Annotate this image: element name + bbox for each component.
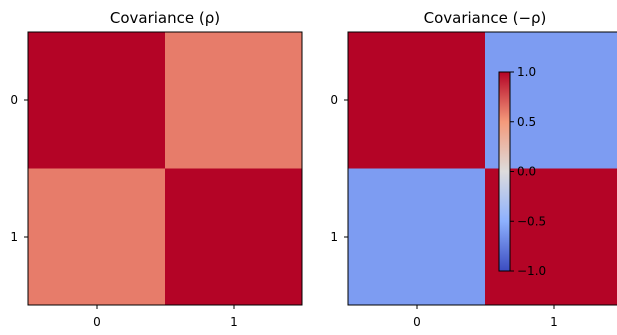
heatmap-cell-1-1-0 [28, 168, 166, 306]
heatmap-panel-2: Covariance (−ρ) 0 1 0 1 [330, 9, 617, 329]
x-tick-label-1-0: 0 [93, 315, 101, 329]
heatmap-cells-2 [348, 32, 617, 306]
plot-frame-1 [27, 31, 303, 306]
colorbar-tick-label: 0.0 [517, 165, 536, 179]
colorbar: 1.0 0.5 0.0 −0.5 −1.0 [498, 65, 546, 278]
colorbar-tick-label: 0.5 [517, 115, 536, 129]
plot-frame-2 [347, 31, 617, 306]
heatmap-panel-1: Covariance (ρ) 0 1 0 1 [10, 9, 303, 329]
heatmap-cell-1-0-0 [28, 32, 166, 169]
colorbar-tick-label: −0.5 [517, 214, 546, 228]
chart-title-1: Covariance (ρ) [110, 9, 220, 27]
chart-title-2: Covariance (−ρ) [424, 9, 547, 27]
heatmap-cell-2-1-0 [348, 168, 486, 306]
heatmap-cell-1-1-1 [165, 168, 303, 306]
x-tick-label-2-1: 1 [550, 315, 558, 329]
heatmap-cell-1-0-1 [165, 32, 303, 169]
colorbar-gradient [498, 71, 511, 272]
x-tick-label-1-1: 1 [230, 315, 238, 329]
y-tick-label-2-0: 0 [330, 93, 338, 107]
colorbar-ticks: 1.0 0.5 0.0 −0.5 −1.0 [510, 65, 546, 278]
colorbar-tick-label: 1.0 [517, 65, 536, 79]
heatmap-cells-1 [28, 32, 303, 306]
y-tick-label-1-1: 1 [10, 230, 18, 244]
x-tick-label-2-0: 0 [413, 315, 421, 329]
heatmap-cell-2-0-0 [348, 32, 486, 169]
y-tick-label-2-1: 1 [330, 230, 338, 244]
colorbar-tick-label: −1.0 [517, 264, 546, 278]
y-tick-label-1-0: 0 [10, 93, 18, 107]
